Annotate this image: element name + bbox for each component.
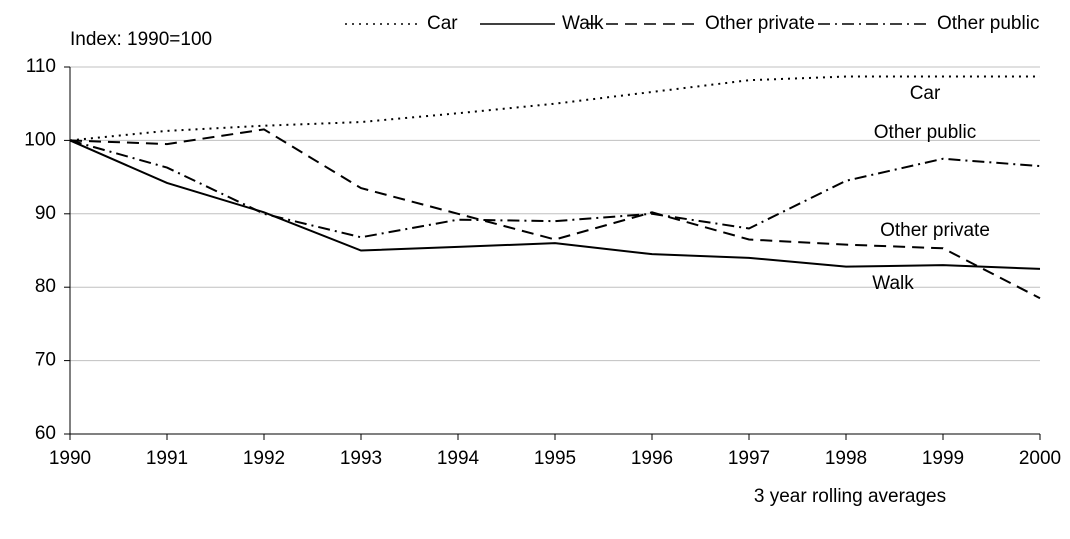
line-label: Other private: [880, 220, 990, 241]
x-tick-label: 1996: [631, 448, 673, 469]
line-label: Walk: [872, 273, 914, 294]
legend-label: Other private: [705, 13, 815, 34]
series-line: [69, 128, 1041, 300]
x-tick-label: 1999: [922, 448, 964, 469]
y-axis-label: Index: 1990=100: [70, 29, 212, 50]
x-tick-label: 1992: [243, 448, 285, 469]
x-tick-label: 1991: [146, 448, 188, 469]
x-tick-label: 1994: [437, 448, 480, 469]
y-tick-label: 90: [35, 203, 56, 224]
y-tick-label: 100: [24, 129, 56, 150]
legend-label: Walk: [562, 13, 604, 34]
y-tick-label: 110: [26, 56, 56, 77]
x-tick-label: 1997: [728, 448, 770, 469]
y-tick-label: 70: [35, 350, 56, 371]
legend-label: Other public: [937, 13, 1039, 34]
y-tick-label: 60: [35, 423, 56, 444]
line-label: Car: [910, 83, 941, 104]
x-tick-label: 1995: [534, 448, 576, 469]
note: 3 year rolling averages: [754, 486, 946, 507]
x-tick-label: 1993: [340, 448, 382, 469]
series-line: [69, 75, 1040, 142]
x-tick-label: 2000: [1019, 448, 1061, 469]
x-tick-label: 1998: [825, 448, 867, 469]
y-tick-label: 80: [35, 276, 56, 297]
series-line: [69, 139, 1041, 270]
line-label: Other public: [874, 122, 976, 143]
series-line: [69, 139, 1041, 239]
x-tick-label: 1990: [49, 448, 91, 469]
legend-label: Car: [427, 13, 458, 34]
